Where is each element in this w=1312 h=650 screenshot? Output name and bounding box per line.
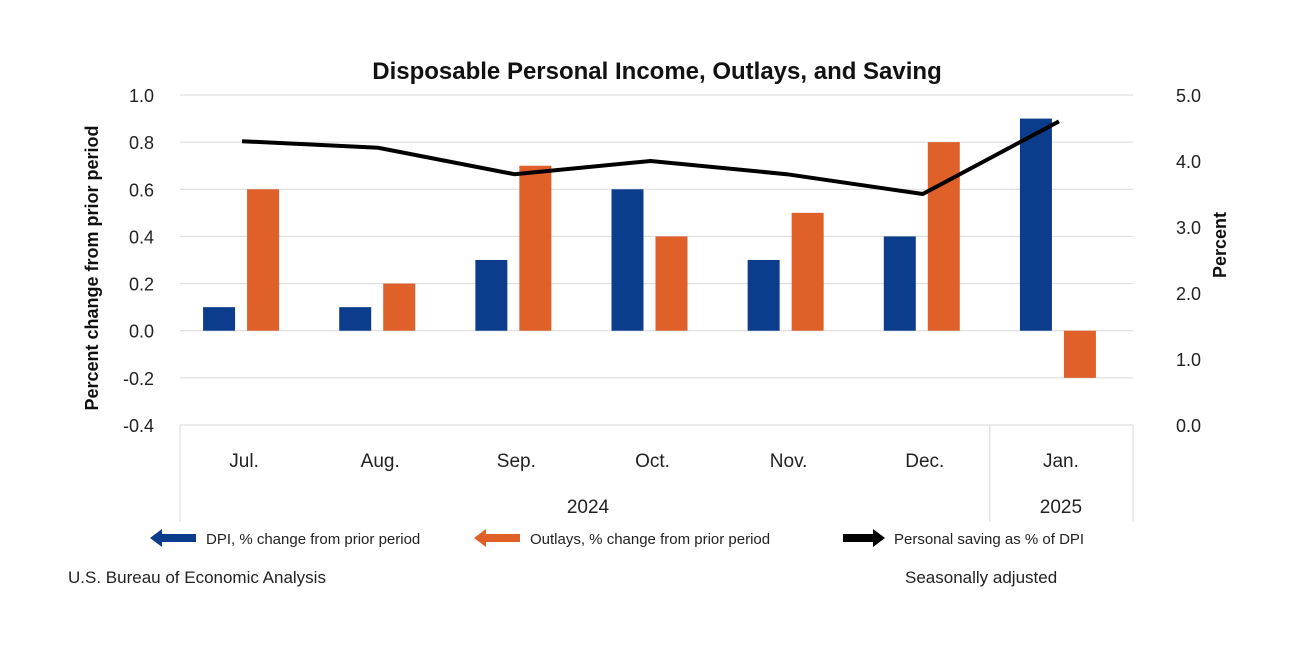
dpi-bar [747, 260, 780, 331]
y2-tick-label: 5.0 [1176, 86, 1201, 106]
legend-swatch-dpi [150, 529, 196, 547]
saving-line [241, 119, 1060, 196]
seasonal-note: Seasonally adjusted [905, 568, 1058, 587]
axes: 1.0 0.8 0.6 0.4 0.2 0.0 -0.2 -0.4 5.0 4.0 3.0 2.0 1.… [123, 86, 1201, 522]
y-tick-label: 1.0 [129, 86, 154, 106]
y-tick-label: -0.4 [123, 416, 154, 436]
legend-label: Personal saving as % of DPI [894, 531, 1084, 548]
saving-line-layer [241, 119, 1060, 196]
y-axis-label: Percent change from prior period [82, 125, 102, 410]
x-tick-label: Dec. [905, 451, 944, 472]
legend: DPI, % change from prior period Outlays, … [150, 529, 1084, 548]
x-tick-label: Jan. [1043, 451, 1079, 472]
y2-tick-label: 4.0 [1176, 152, 1201, 172]
outlays-bar [1063, 330, 1096, 378]
y2-tick-label: 3.0 [1176, 218, 1201, 238]
dpi-bar [203, 307, 236, 331]
y-tick-label: -0.2 [123, 369, 154, 389]
year-label: 2024 [567, 497, 610, 518]
outlays-bar [927, 142, 960, 331]
y-tick-label: 0.6 [129, 180, 154, 200]
outlays-bar [655, 236, 688, 331]
x-tick-label: Sep. [497, 451, 536, 472]
y2-tick-label: 0.0 [1176, 416, 1201, 436]
outlays-bar [519, 165, 552, 331]
bars [203, 118, 1096, 378]
y-tick-label: 0.4 [129, 227, 154, 247]
y2-tick-label: 2.0 [1176, 284, 1201, 304]
outlays-bar [791, 212, 824, 331]
dpi-bar [475, 260, 508, 331]
legend-label: DPI, % change from prior period [206, 531, 420, 548]
outlays-bar [383, 283, 416, 331]
y2-axis-label: Percent [1210, 212, 1230, 278]
x-tick-label: Jul. [229, 451, 259, 472]
legend-swatch-saving [843, 529, 885, 547]
chart-title: Disposable Personal Income, Outlays, and… [372, 58, 942, 85]
x-tick-label: Nov. [770, 451, 808, 472]
x-tick-label: Oct. [635, 451, 670, 472]
source-note: U.S. Bureau of Economic Analysis [68, 568, 326, 587]
dpi-bar [611, 189, 644, 331]
year-label: 2025 [1040, 497, 1082, 518]
legend-label: Outlays, % change from prior period [530, 531, 770, 548]
y2-tick-label: 1.0 [1176, 350, 1201, 370]
outlays-bar [247, 189, 280, 331]
y-tick-label: 0.0 [129, 322, 154, 342]
y-tick-label: 0.8 [129, 133, 154, 153]
dpi-bar [1019, 118, 1052, 331]
dpi-bar [883, 236, 916, 331]
legend-swatch-outlays [474, 529, 520, 547]
x-tick-label: Aug. [361, 451, 400, 472]
y-tick-label: 0.2 [129, 275, 154, 295]
dpi-bar [339, 307, 372, 331]
